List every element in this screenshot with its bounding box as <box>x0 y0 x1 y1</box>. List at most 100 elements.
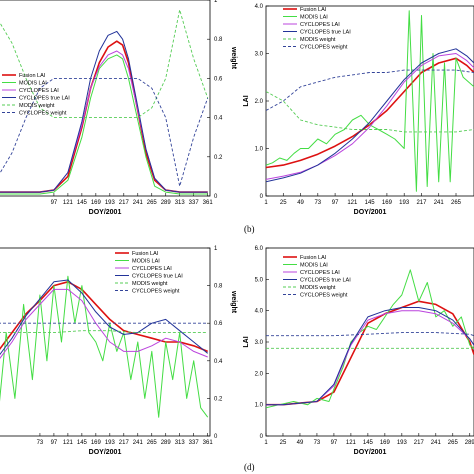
x-tick-label: 97 <box>331 440 338 446</box>
series-group <box>266 10 474 192</box>
legend-label-cyclopes-lai: CYCLOPES LAI <box>132 266 172 272</box>
legend-label-modis-lai: MODIS LAI <box>132 259 160 265</box>
legend-label-modis-lai: MODIS LAI <box>19 81 47 87</box>
panel-d: 1 25 49 73 97 121 145 169 193 217 241 265 289 DOY/200… <box>243 246 474 456</box>
legend-label-modis-weight: MODIS weight <box>19 103 55 109</box>
x-tick-label: 337 <box>189 200 200 206</box>
x-tick-label: 73 <box>314 440 321 446</box>
series-line-modis-weight <box>0 330 208 334</box>
x-tick-label: 25 <box>280 440 287 446</box>
y2-axis-label: weight <box>230 290 237 314</box>
y2-tick-label: 0.2 <box>214 396 223 402</box>
x-tick-label: 25 <box>280 200 287 206</box>
x-tick-label: 169 <box>380 440 391 446</box>
plot-frame <box>0 247 211 437</box>
series-line-cyclopes-weight <box>266 69 474 111</box>
y2-tick-label: 0.2 <box>214 155 223 161</box>
x-tick-label: 97 <box>51 200 58 206</box>
series-line-fusion-lai <box>266 57 474 169</box>
x-tick-label: 193 <box>105 200 116 206</box>
x-tick-label: 217 <box>416 200 427 206</box>
x-tick-label: 265 <box>448 440 459 446</box>
y-tick-label: 0 <box>260 434 264 440</box>
y2-tick-label: 0 <box>214 434 218 440</box>
x-tick-label: 145 <box>363 440 374 446</box>
legend-label-modis-weight: MODIS weight <box>132 281 168 287</box>
x-tick-label: 241 <box>133 440 144 446</box>
panel-c: 73 97 121 145 169 193 217 241 265 289 313 337 361 DOY… <box>0 246 237 456</box>
legend-label-modis-weight: MODIS weight <box>300 37 336 43</box>
x-tick-label: 1 <box>264 200 268 206</box>
y2-tick-label: 1 <box>214 246 218 252</box>
plot-frame <box>265 247 474 437</box>
legend-label-modis-weight: MODIS weight <box>300 285 336 291</box>
plot-frame <box>0 0 211 197</box>
y-tick-label: 3.0 <box>255 52 264 58</box>
y2-tick-label: 0.8 <box>214 284 223 290</box>
legend-label-modis-lai: MODIS LAI <box>300 15 328 21</box>
x-tick-label: 145 <box>77 440 88 446</box>
y2-tick-label: 0.4 <box>214 359 223 365</box>
legend-label-cyclopes-weight: CYCLOPES weight <box>19 111 67 117</box>
series-line-modis-lai <box>0 54 208 195</box>
legend-label-cyclopes-lai: CYCLOPES LAI <box>19 88 59 94</box>
x-tick-label: 193 <box>397 440 408 446</box>
x-tick-label: 217 <box>414 440 425 446</box>
x-tick-label: 97 <box>332 200 339 206</box>
series-line-cyclopes-true-lai <box>0 279 209 356</box>
y-tick-label: 2.0 <box>255 371 264 377</box>
x-axis-label: DOY/2001 <box>354 209 387 216</box>
legend-label-fusion-lai: Fusion LAI <box>19 73 46 79</box>
x-tick-label: 313 <box>175 200 186 206</box>
legend-label-cyclopes-true-lai: CYCLOPES true LAI <box>300 30 351 36</box>
x-tick-label: 121 <box>63 440 74 446</box>
y-tick-label: 1.0 <box>255 403 264 409</box>
x-tick-label: 289 <box>161 200 172 206</box>
y-tick-label: 0 <box>260 194 264 200</box>
legend-label-cyclopes-lai: CYCLOPES LAI <box>300 270 340 276</box>
x-axis-label: DOY/2001 <box>89 209 122 216</box>
x-tick-label: 97 <box>51 440 58 446</box>
legend-label-cyclopes-true-lai: CYCLOPES true LAI <box>300 278 351 284</box>
series-line-cyclopes-lai <box>0 288 208 359</box>
x-axis-label: DOY/2001 <box>89 449 122 456</box>
x-tick-label: 121 <box>347 200 358 206</box>
y-tick-label: 5.0 <box>255 277 264 283</box>
series-line-modis-lai <box>266 269 474 409</box>
y2-tick-label: 0.6 <box>214 321 223 327</box>
series-line-cyclopes-true-lai <box>266 48 474 183</box>
y2-tick-label: 0.8 <box>214 37 223 43</box>
series-line-modis-lai <box>0 275 209 418</box>
x-tick-label: 169 <box>91 200 102 206</box>
x-tick-label: 121 <box>346 440 357 446</box>
legend-label-cyclopes-true-lai: CYCLOPES true LAI <box>19 96 70 102</box>
series-line-fusion-lai <box>266 300 474 406</box>
x-tick-label: 193 <box>399 200 410 206</box>
x-tick-label: 241 <box>434 200 445 206</box>
series-line-modis-weight <box>0 9 209 119</box>
legend-label-fusion-lai: Fusion LAI <box>300 255 327 261</box>
x-tick-label: 145 <box>365 200 376 206</box>
x-tick-label: 1 <box>264 440 268 446</box>
y-tick-label: 6.0 <box>255 246 264 252</box>
panel-letter-b: (b) <box>244 224 255 234</box>
series-line-cyclopes-lai <box>266 53 474 180</box>
legend-label-cyclopes-true-lai: CYCLOPES true LAI <box>132 274 183 280</box>
legend-label-cyclopes-weight: CYCLOPES weight <box>132 289 180 295</box>
series-group <box>0 9 209 195</box>
x-tick-label: 313 <box>175 440 186 446</box>
y2-axis-label: weight <box>230 46 237 70</box>
x-tick-label: 73 <box>37 440 44 446</box>
x-tick-label: 217 <box>119 440 130 446</box>
y2-tick-label: 0.4 <box>214 116 223 122</box>
y-tick-label: 4.0 <box>255 4 264 10</box>
x-tick-label: 193 <box>105 440 116 446</box>
series-line-modis-lai <box>266 10 474 192</box>
x-tick-label: 241 <box>431 440 442 446</box>
y-tick-label: 1.0 <box>255 147 264 153</box>
